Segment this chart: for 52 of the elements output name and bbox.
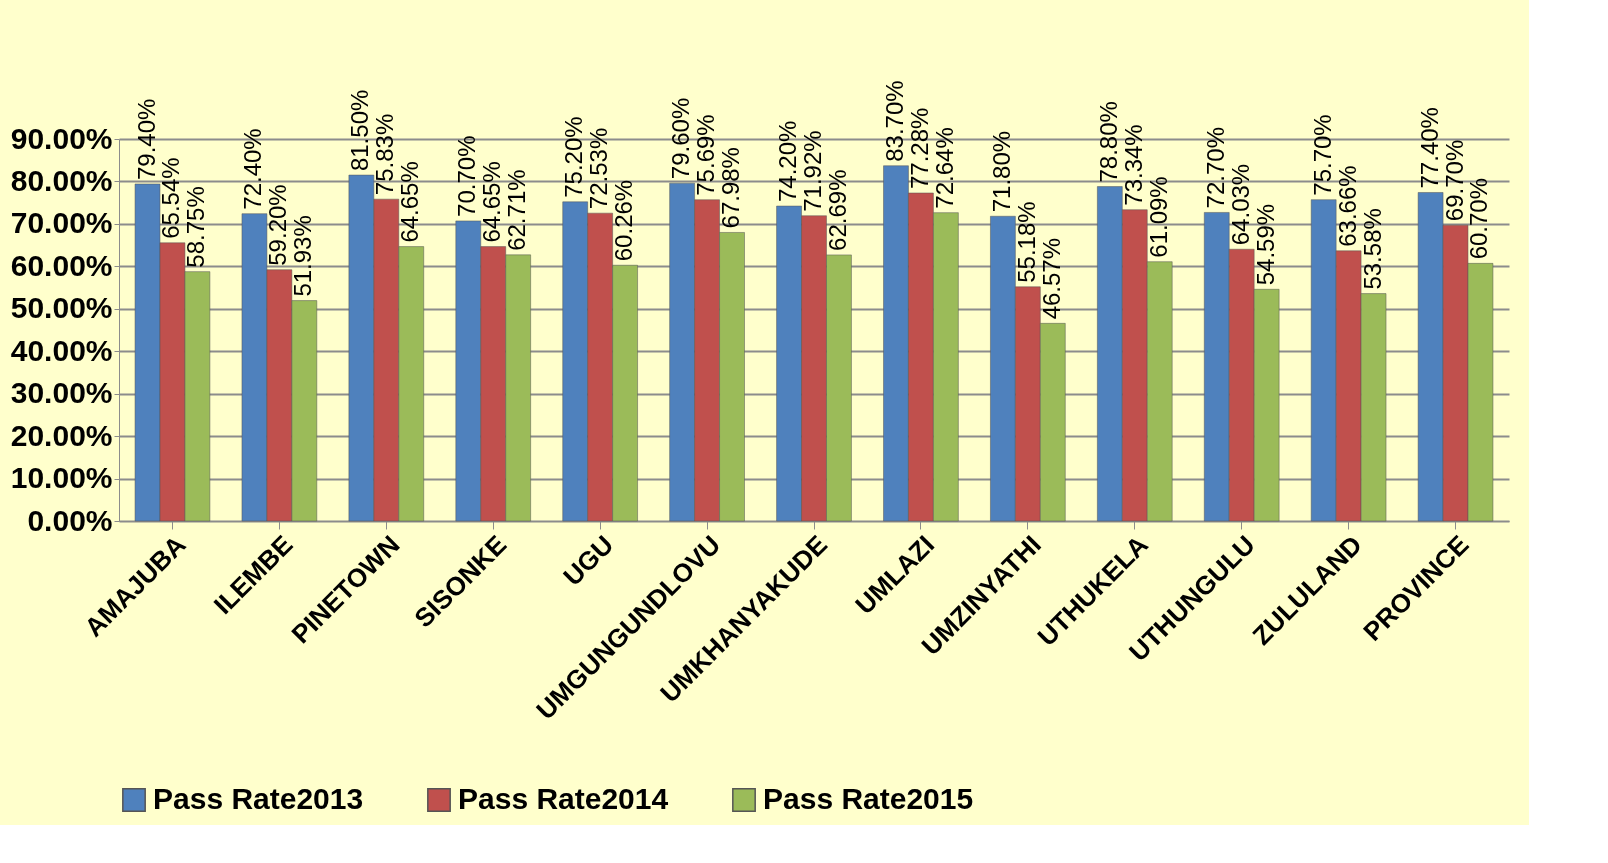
data-label: 69.70% [1440, 139, 1468, 222]
data-label: 63.66% [1333, 165, 1361, 247]
data-label: 78.80% [1094, 101, 1122, 183]
data-label: 79.60% [667, 97, 695, 180]
y-tick-label: 20.00% [10, 418, 113, 452]
data-label: 65.54% [157, 157, 185, 239]
data-label: 77.40% [1415, 107, 1443, 189]
data-label: 72.40% [239, 128, 267, 210]
data-label: 71.80% [987, 130, 1015, 213]
data-label: 81.50% [346, 89, 374, 172]
legend-label: Pass Rate2014 [458, 782, 669, 815]
data-label: 77.28% [905, 107, 933, 189]
y-tick-label: 70.00% [10, 206, 113, 240]
y-tick-label: 40.00% [10, 333, 113, 367]
y-tick-label: 10.00% [10, 461, 113, 495]
data-label: 74.20% [774, 120, 802, 203]
data-label: 72.53% [585, 127, 613, 210]
data-label: 72.70% [1201, 127, 1229, 209]
data-label: 75.69% [692, 114, 720, 196]
data-label: 70.70% [453, 135, 481, 217]
data-label: 73.34% [1119, 124, 1147, 206]
data-label: 60.70% [1465, 177, 1493, 260]
data-label: 71.92% [799, 130, 826, 212]
y-tick-label: 90.00% [10, 121, 113, 155]
y-tick-label: 60.00% [10, 248, 113, 282]
y-tick-label: 50.00% [10, 291, 113, 325]
data-label: 75.83% [371, 113, 399, 196]
data-label: 75.70% [1308, 114, 1336, 196]
data-label: 62.71% [503, 169, 531, 251]
legend-label: Pass Rate2013 [153, 782, 364, 815]
data-label: 72.64% [930, 127, 958, 209]
y-tick-label: 80.00% [10, 163, 113, 197]
data-label: 62.69% [823, 169, 851, 251]
data-label: 59.20% [264, 184, 292, 266]
data-label: 46.57% [1037, 237, 1065, 320]
data-label: 64.65% [396, 161, 424, 243]
data-label: 64.65% [478, 161, 506, 243]
data-label: 53.58% [1358, 208, 1386, 290]
data-label: 51.93% [289, 215, 317, 297]
data-label: 58.75% [182, 186, 210, 268]
legend-label: Pass Rate2015 [763, 782, 974, 815]
data-label: 64.03% [1226, 163, 1254, 246]
data-label: 79.40% [132, 98, 160, 180]
y-tick-label: 0.00% [27, 503, 113, 537]
data-label: 60.26% [610, 179, 638, 262]
y-tick-label: 30.00% [10, 376, 113, 410]
data-label: 54.59% [1251, 203, 1279, 286]
data-label: 55.18% [1012, 201, 1040, 283]
data-label: 61.09% [1144, 176, 1172, 258]
data-label: 83.70% [880, 80, 908, 162]
data-label: 67.98% [717, 147, 745, 229]
data-label: 75.20% [560, 116, 588, 198]
